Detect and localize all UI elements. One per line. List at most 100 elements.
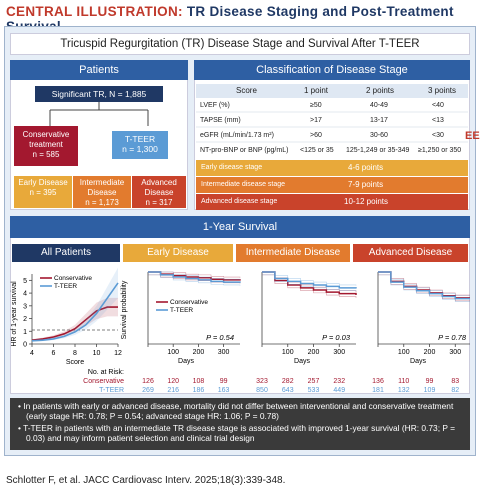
stage-early-name: Early disease stage	[201, 164, 263, 171]
at-risk-value: 120	[167, 378, 179, 385]
citation: Schlotter F, et al. JACC Cardiovasc Inte…	[6, 475, 286, 486]
figure-header: CENTRAL ILLUSTRATION: TR Disease Staging…	[0, 0, 480, 34]
at-risk-value: 232	[333, 378, 345, 385]
p-early: P = 0.54	[206, 333, 234, 342]
km-chart-intermediate: Days P = 0.03 100 200 300	[261, 271, 357, 365]
at-risk-value: 136	[372, 378, 384, 385]
km-ci-lower	[262, 274, 357, 292]
stage-early: Early disease stage 4-6 points	[196, 160, 468, 176]
row0-c2: 40-49	[370, 102, 388, 109]
row1-c2: 13-17	[370, 117, 388, 124]
hr-xtick-label: 4	[30, 350, 34, 357]
row0-label: LVEF (%)	[200, 102, 230, 109]
survival-heading: 1-Year Survival	[10, 216, 470, 238]
hr-chart: HR of 1-year survival Score 4 6 8 10 1201234…	[11, 267, 122, 366]
hr-ytick-label: 1	[23, 329, 27, 336]
hr-ci-band	[32, 297, 118, 342]
km-ci-upper	[148, 271, 241, 278]
significant-tr-box: Significant TR, N = 1,885	[35, 86, 163, 102]
early-label: Early Disease	[18, 178, 68, 187]
advanced-label: Advanced Disease	[141, 178, 177, 197]
stage-advanced-name: Advanced disease stage	[201, 198, 278, 205]
stage-intermediate: Intermediate disease stage 7-9 points	[196, 177, 468, 193]
finding-2: • T-TEER in patients with an intermediat…	[18, 422, 456, 444]
at-risk-value: 82	[451, 387, 459, 394]
hr-xtick-label: 12	[114, 350, 122, 357]
col-3pt: 3 points	[428, 86, 457, 95]
km-xlabel-intermediate: Days	[294, 358, 310, 365]
hr-line-tteer	[31, 282, 119, 342]
row2-label: eGFR (mL/min/1.73 m²)	[200, 132, 274, 139]
km-line-conservative	[262, 271, 357, 296]
row3-c1: <125 or 35	[300, 147, 334, 154]
at-risk-value: 99	[426, 378, 434, 385]
at-risk-value: 186	[193, 387, 205, 394]
intermediate-label: Intermediate Disease	[79, 178, 125, 197]
row2-c3: <30	[432, 132, 444, 139]
at-risk-value: 109	[424, 387, 436, 394]
at-risk-value: 257	[308, 378, 320, 385]
panel-all: All Patients	[12, 244, 120, 262]
hr-xtick-label: 8	[73, 350, 77, 357]
advanced-box: Advanced Disease n = 317	[132, 176, 186, 208]
tteer-label: T-TEER	[124, 134, 156, 144]
row3-label: NT-pro-BNP or BNP (pg/mL)	[200, 147, 289, 154]
row1-c3: <13	[432, 117, 444, 124]
km-xtick-label: 300	[218, 349, 230, 356]
classification-header-row	[196, 84, 468, 98]
intermediate-box: Intermediate Disease n = 1,173	[73, 176, 131, 208]
hr-ytick-label: 3	[23, 303, 27, 310]
at-risk-value: 323	[256, 378, 268, 385]
row1-c1: >17	[310, 117, 322, 124]
km-ci-upper	[262, 271, 357, 286]
km-ci-upper	[262, 271, 357, 293]
km-ci-lower	[148, 274, 241, 286]
stage-advanced: Advanced disease stage 10-12 points	[196, 194, 468, 210]
tteer-n: n = 1,300	[122, 144, 158, 154]
row1-label: TAPSE (mm)	[200, 117, 241, 124]
advanced-n: n = 317	[145, 198, 173, 207]
patients-heading: Patients	[10, 60, 188, 80]
row0-c3: <40	[432, 102, 444, 109]
km-xtick-label: 300	[333, 349, 345, 356]
km-legend-tteer: T-TEER	[170, 307, 193, 314]
panel-early: Early Disease	[123, 244, 233, 262]
stage-advanced-points: 10-12 points	[344, 197, 389, 206]
at-risk-title: No. at Risk:	[88, 369, 124, 376]
p-advanced: P = 0.78	[438, 333, 467, 342]
row0-c1: ≥50	[310, 102, 322, 109]
row3-c2: 125-1,249 or 35-349	[346, 147, 410, 154]
hr-ylabel: HR of 1-year survival	[11, 281, 18, 347]
at-risk-value: 163	[218, 387, 230, 394]
stage-early-points: 4-6 points	[348, 163, 384, 172]
edge-mark: EE	[465, 130, 480, 142]
row2-c2: 30-60	[370, 132, 388, 139]
finding-1: • In patients with early or advanced dis…	[18, 401, 454, 422]
at-risk-value: 110	[398, 378, 409, 385]
km-line-tteer	[262, 271, 357, 289]
tteer-box: T-TEER n = 1,300	[112, 131, 168, 159]
hr-xlabel: Score	[66, 359, 84, 366]
at-risk-value: 282	[282, 378, 294, 385]
km-xtick-label: 100	[167, 349, 179, 356]
km-xtick-label: 200	[193, 349, 205, 356]
early-n: n = 395	[29, 188, 57, 197]
intermediate-n: n = 1,173	[85, 198, 119, 207]
row2-c1: >60	[310, 132, 322, 139]
patients-tree-lines	[49, 102, 149, 126]
hr-ytick-label: 0	[23, 342, 27, 349]
stage-intermediate-name: Intermediate disease stage	[201, 181, 286, 188]
finding-2-text: T-TEER in patients with an intermediate …	[23, 422, 456, 444]
km-ci-upper	[378, 271, 470, 296]
km-xtick-label: 200	[308, 349, 320, 356]
p-intermediate: P = 0.03	[322, 333, 351, 342]
hr-ytick-label: 5	[23, 278, 27, 285]
at-risk-value: 83	[451, 378, 459, 385]
km-xlabel-advanced: Days	[410, 358, 426, 365]
hr-legend-conservative: Conservative	[54, 275, 92, 282]
finding-1-text: In patients with early or advanced disea…	[23, 401, 454, 422]
at-risk-value: 132	[398, 387, 410, 394]
col-1pt: 1 point	[304, 86, 329, 95]
km-line-tteer	[378, 271, 470, 300]
conservative-label: Conservative treatment	[22, 130, 70, 149]
